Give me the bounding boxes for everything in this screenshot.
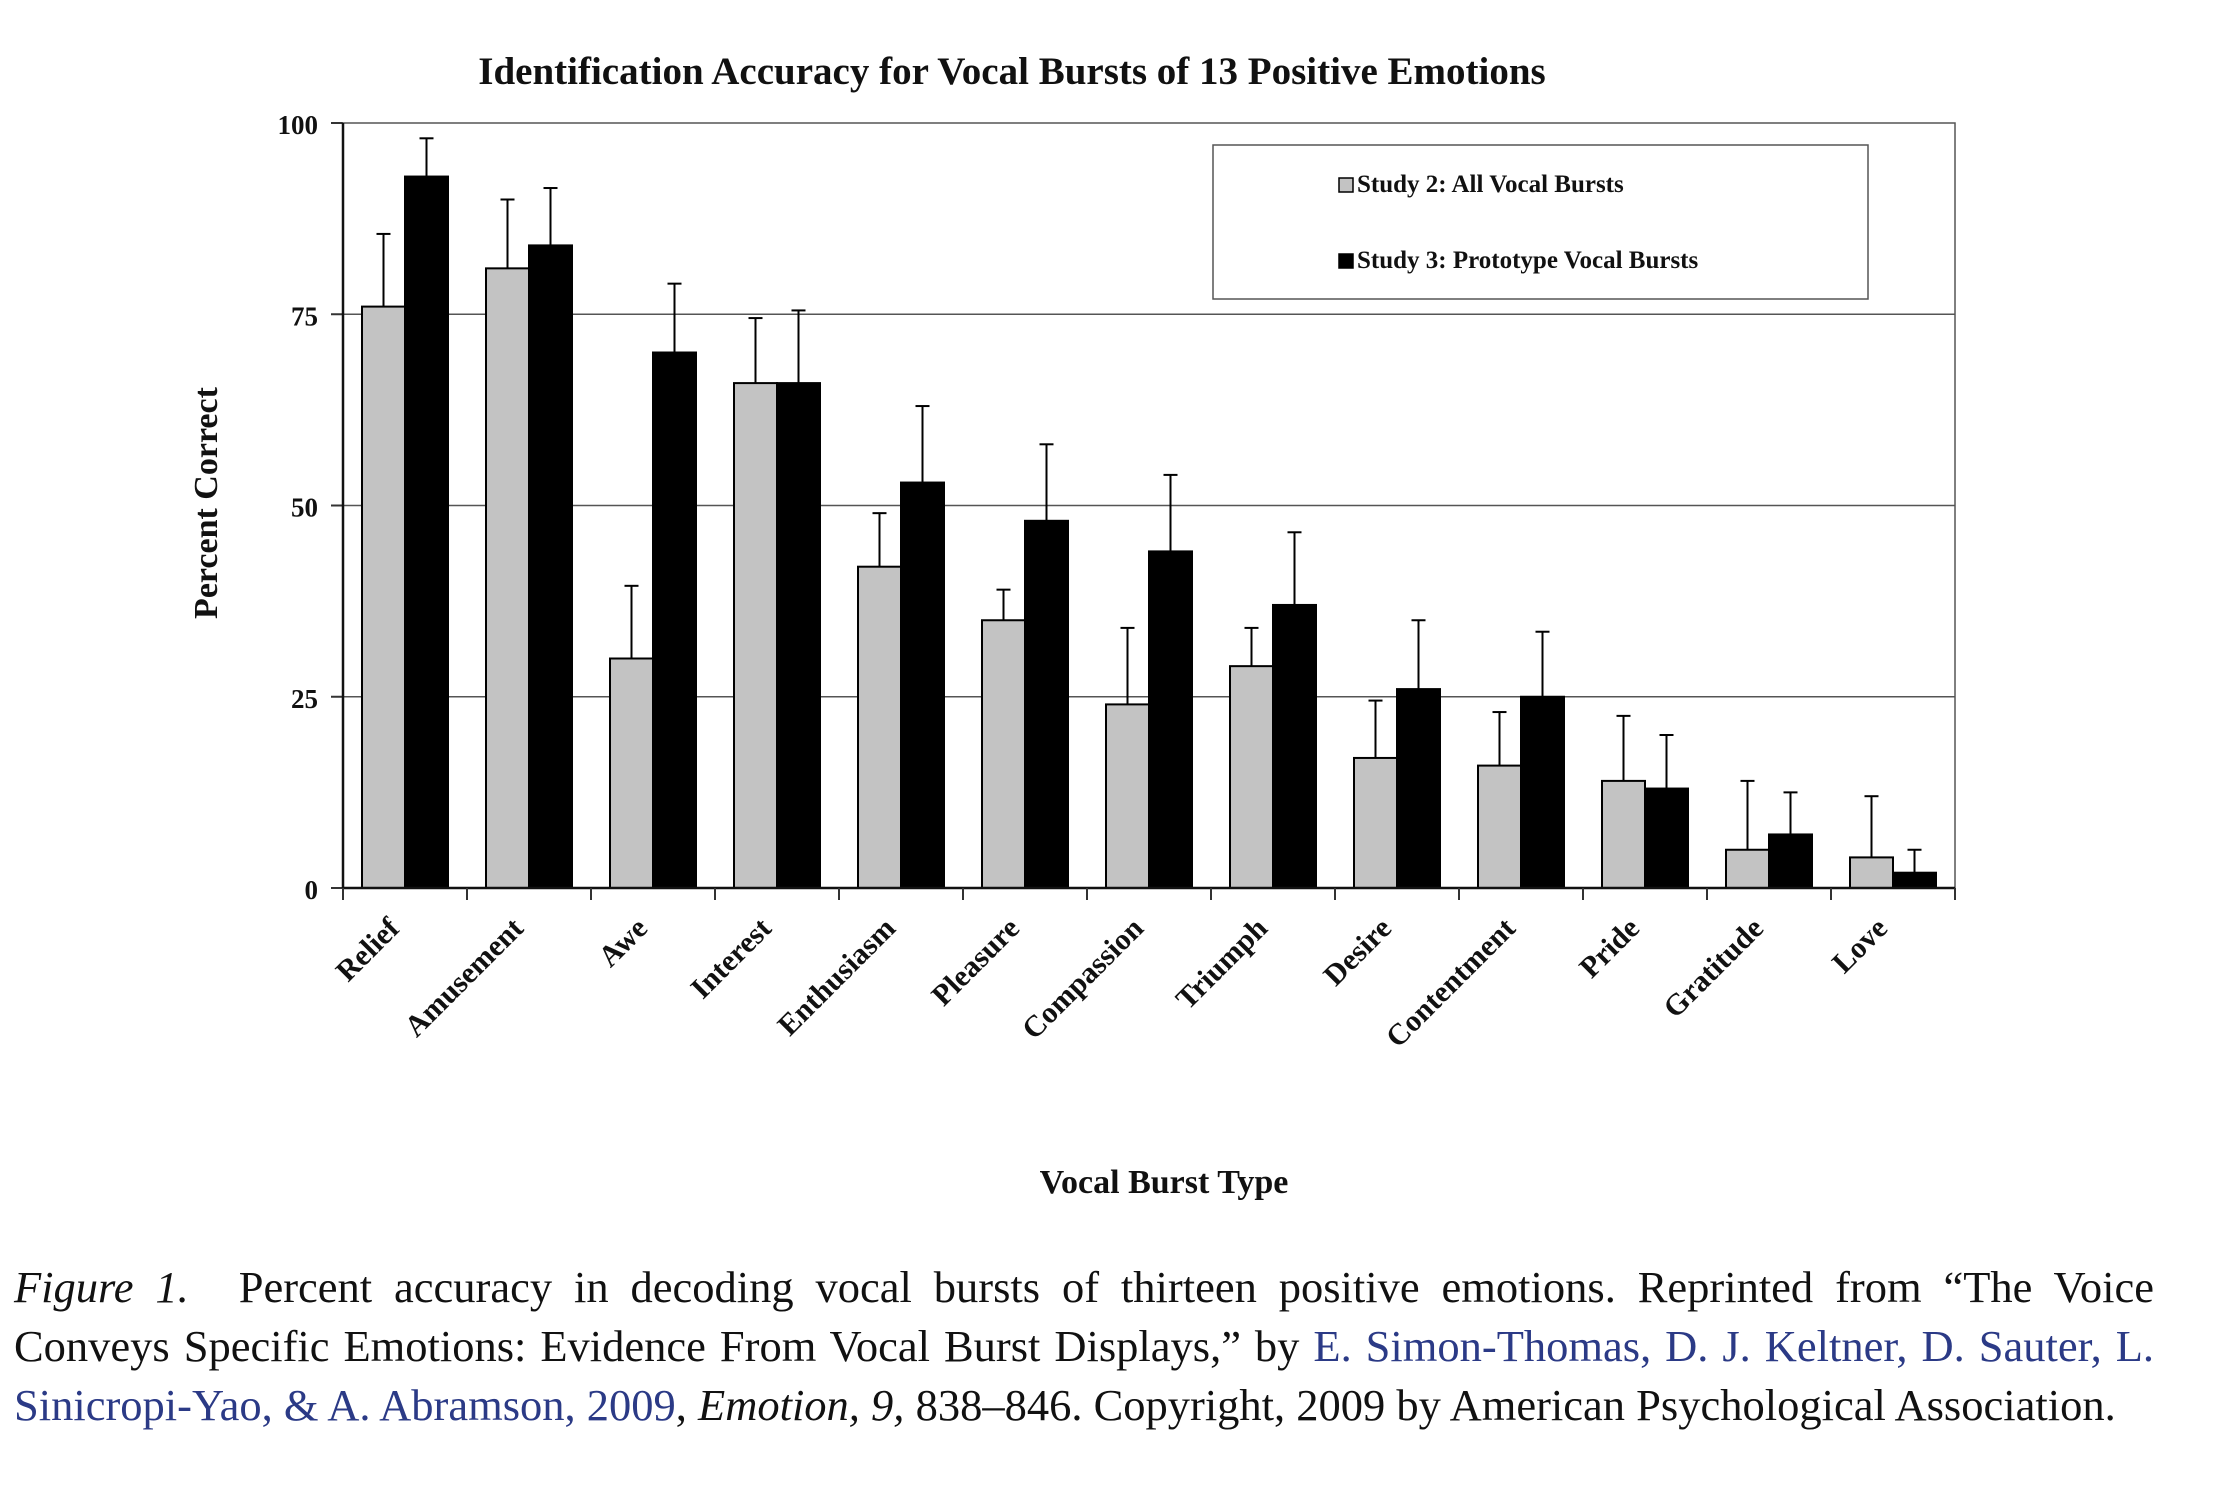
bar bbox=[900, 481, 945, 889]
caption-comma: , bbox=[675, 1380, 687, 1430]
x-tick-label: Amusement bbox=[398, 912, 530, 1044]
x-tick-label: Compassion bbox=[1016, 911, 1150, 1045]
x-tick-label: Gratitude bbox=[1657, 912, 1770, 1025]
x-tick-label: Interest bbox=[684, 912, 778, 1006]
legend-label: Study 3: Prototype Vocal Bursts bbox=[1357, 247, 1699, 274]
bar bbox=[1148, 550, 1193, 890]
bar bbox=[1272, 603, 1317, 889]
axes bbox=[341, 122, 1956, 900]
caption-authors-link[interactable]: E. Simon-Thomas, D. J. Keltner, D. Saute… bbox=[14, 1321, 2155, 1430]
y-axis-label: Percent Correct bbox=[188, 386, 225, 619]
bar bbox=[1353, 756, 1398, 890]
x-tick-label: Triumph bbox=[1170, 911, 1275, 1016]
y-tick-label: 75 bbox=[291, 301, 318, 331]
bar bbox=[1229, 665, 1274, 890]
caption-pages-copyright: 838–846. Copyright, 2009 by American Psy… bbox=[915, 1380, 2116, 1430]
x-axis-label: Vocal Burst Type bbox=[1040, 1164, 1289, 1201]
bar bbox=[652, 351, 697, 889]
bar bbox=[485, 267, 530, 890]
bar bbox=[981, 619, 1026, 889]
x-tick-label: Enthusiasm bbox=[771, 912, 902, 1043]
legend-box bbox=[1212, 144, 1869, 300]
bar bbox=[1601, 779, 1646, 890]
bar bbox=[1477, 764, 1522, 889]
y-tick-labels: 0 25 50 75 100 bbox=[278, 110, 319, 905]
legend: Study 2: All Vocal Bursts Study 3: Protot… bbox=[1212, 144, 1869, 300]
x-tick-label: Relief bbox=[330, 911, 407, 988]
bar bbox=[609, 657, 654, 889]
x-tick-label: Pleasure bbox=[925, 912, 1026, 1013]
x-tick-label: Love bbox=[1826, 912, 1894, 980]
y-tick-label: 0 bbox=[305, 875, 319, 905]
bar bbox=[1849, 856, 1894, 890]
caption-text: Percent accuracy in decoding vocal burst… bbox=[14, 1262, 2154, 1371]
bar bbox=[1396, 688, 1441, 889]
x-tick-label: Desire bbox=[1317, 912, 1398, 993]
bar bbox=[528, 244, 573, 889]
legend-label: Study 2: All Vocal Bursts bbox=[1357, 171, 1624, 198]
figure-caption: Figure 1. Percent accuracy in decoding vo… bbox=[14, 1258, 2154, 1435]
y-tick-label: 100 bbox=[278, 110, 319, 140]
bar bbox=[404, 175, 449, 890]
bar bbox=[1892, 871, 1937, 890]
caption-label: Figure 1. bbox=[14, 1262, 189, 1312]
chart-figure: Identification Accuracy for Vocal Bursts… bbox=[14, 50, 2154, 1430]
x-tick-label: Pride bbox=[1573, 912, 1646, 985]
bar bbox=[733, 382, 778, 889]
bar-chart: Identification Accuracy for Vocal Bursts… bbox=[188, 50, 1956, 1201]
bar bbox=[1024, 519, 1069, 889]
legend-swatch bbox=[1338, 253, 1354, 269]
bar bbox=[857, 565, 902, 889]
bar bbox=[361, 305, 406, 890]
error-bars bbox=[376, 137, 1922, 873]
bar bbox=[1768, 833, 1813, 890]
chart-title: Identification Accuracy for Vocal Bursts… bbox=[478, 50, 1545, 93]
bar bbox=[1520, 695, 1565, 889]
y-tick-label: 25 bbox=[291, 684, 318, 714]
bar bbox=[1105, 703, 1150, 890]
bar bbox=[1644, 787, 1689, 889]
caption-journal: Emotion, 9, bbox=[698, 1380, 905, 1430]
x-tick-label: Awe bbox=[592, 912, 654, 974]
x-tick-label: Contentment bbox=[1380, 912, 1522, 1054]
legend-swatch bbox=[1338, 177, 1354, 193]
bars bbox=[361, 175, 1937, 890]
bar bbox=[1725, 848, 1770, 889]
bar bbox=[776, 382, 821, 889]
y-tick-label: 50 bbox=[291, 493, 318, 523]
